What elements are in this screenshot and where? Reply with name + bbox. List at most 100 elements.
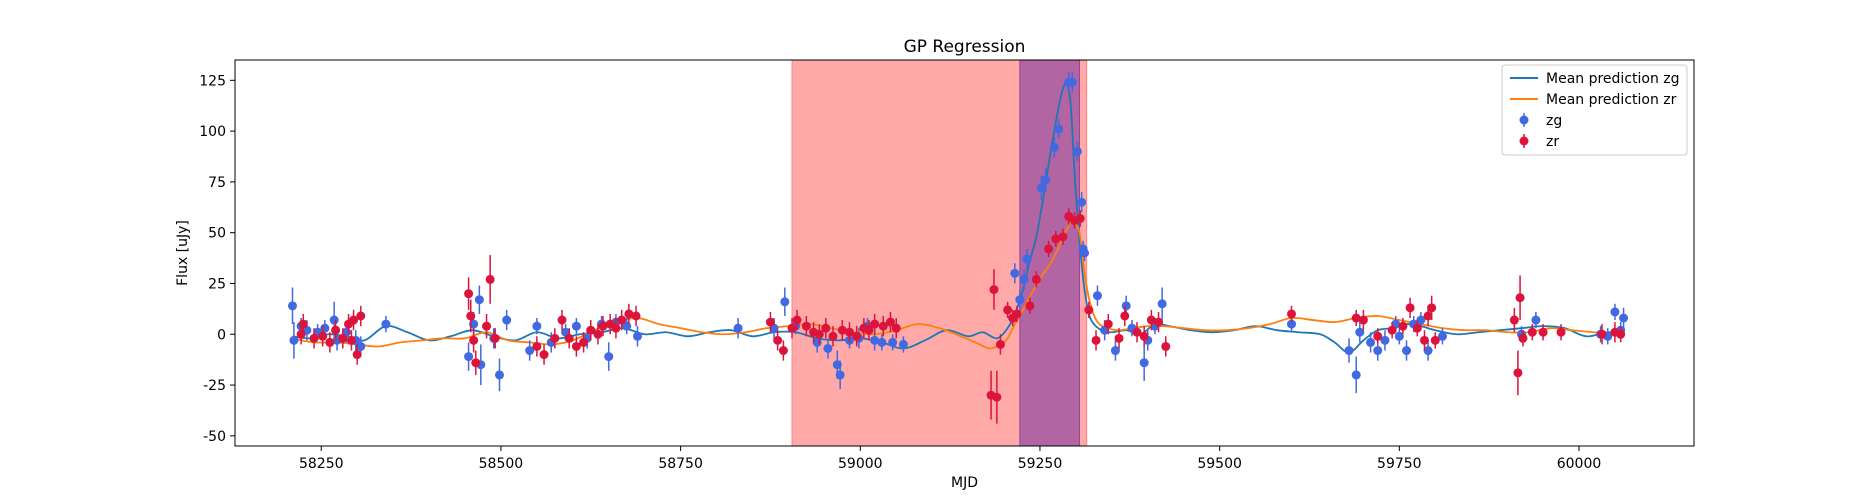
point-zr: [1513, 368, 1523, 378]
point-zr: [1084, 305, 1094, 315]
point-zr: [490, 333, 500, 343]
point-zr: [765, 317, 775, 327]
x-axis-ticks: 58250 58500 58750 59000 59250 59500 59750 60000: [299, 446, 1601, 472]
point-zr: [801, 321, 811, 331]
point-zg: [474, 295, 484, 305]
point-zr: [1373, 331, 1383, 341]
x-tick-label: 58750: [658, 456, 703, 472]
point-zg: [870, 335, 880, 345]
point-zg: [289, 335, 299, 345]
point-zr: [870, 319, 880, 329]
point-zr: [309, 333, 319, 343]
point-zg: [1019, 274, 1029, 284]
point-zr: [1154, 317, 1164, 327]
point-zr: [1146, 315, 1156, 325]
legend-swatch-marker: [1519, 115, 1529, 125]
x-axis-label: MJD: [951, 475, 978, 491]
point-zg: [1619, 313, 1629, 323]
point-zg: [877, 337, 887, 347]
point-zr: [1597, 329, 1607, 339]
point-zr: [1430, 335, 1440, 345]
point-zr: [787, 323, 797, 333]
point-zg: [1287, 319, 1297, 329]
point-zr: [821, 323, 831, 333]
y-tick-label: -25: [203, 378, 226, 394]
point-zg: [1394, 331, 1404, 341]
point-zr: [1527, 327, 1537, 337]
point-zr: [579, 337, 589, 347]
point-zr: [482, 321, 492, 331]
point-zg: [1380, 335, 1390, 345]
x-tick-label: 59750: [1377, 456, 1422, 472]
y-axis-label: Flux [uJy]: [175, 220, 191, 286]
legend-label: zr: [1546, 134, 1559, 150]
point-zg: [1351, 370, 1361, 380]
point-zg: [888, 337, 898, 347]
shaded-regions: [791, 59, 1088, 447]
point-zr: [1120, 311, 1130, 321]
y-tick-label: 50: [208, 226, 226, 242]
line-mean-prediction-zr: [292, 221, 1616, 350]
point-zr: [1515, 293, 1525, 303]
point-zr: [331, 325, 341, 335]
point-zg: [1344, 346, 1354, 356]
point-zr: [1025, 301, 1035, 311]
point-zg: [1610, 307, 1620, 317]
point-zg: [1355, 327, 1365, 337]
point-zg: [1054, 124, 1064, 134]
point-zr: [631, 311, 641, 321]
point-zr: [318, 331, 328, 341]
point-zr: [778, 346, 788, 356]
point-zg: [1366, 337, 1376, 347]
point-zg: [898, 339, 908, 349]
y-tick-label: 0: [217, 327, 226, 343]
point-zr: [885, 317, 895, 327]
point-zr: [1075, 213, 1085, 223]
point-zg: [1110, 346, 1120, 356]
legend-label: Mean prediction zr: [1546, 92, 1677, 108]
point-zr: [1003, 305, 1013, 315]
point-zr: [1287, 309, 1297, 319]
point-zg: [1437, 331, 1447, 341]
legend-label: Mean prediction zg: [1546, 71, 1680, 87]
point-zg: [1072, 146, 1082, 156]
series-zg: [287, 72, 1629, 394]
point-zr: [828, 331, 838, 341]
point-zg: [1049, 142, 1059, 152]
y-axis-ticks: -50 -25 0 25 50 75 100 125: [199, 73, 235, 445]
point-zr: [464, 289, 474, 299]
point-zr: [338, 333, 348, 343]
point-zg: [329, 315, 339, 325]
point-zg: [356, 341, 366, 351]
point-zr: [1556, 327, 1566, 337]
point-zr: [1358, 315, 1368, 325]
point-zg: [733, 323, 743, 333]
point-zg: [1067, 77, 1077, 87]
point-zr: [1518, 333, 1528, 343]
point-zg: [381, 319, 391, 329]
point-zg: [835, 370, 845, 380]
series-zr: [296, 208, 1626, 424]
point-zr: [471, 358, 481, 368]
point-zg: [604, 352, 614, 362]
y-tick-label: 75: [208, 175, 226, 191]
point-zg: [1402, 346, 1412, 356]
point-zr: [586, 325, 596, 335]
point-zr: [564, 333, 574, 343]
point-zr: [1114, 333, 1124, 343]
y-tick-label: -50: [203, 429, 226, 445]
legend: Mean prediction zg Mean prediction zr zg zr: [1501, 64, 1688, 156]
point-zr: [792, 315, 802, 325]
point-zr: [296, 329, 306, 339]
point-zr: [611, 323, 621, 333]
point-zr: [1419, 335, 1429, 345]
point-zg: [1022, 254, 1032, 264]
point-zr: [1044, 244, 1054, 254]
point-zr: [878, 321, 888, 331]
point-zg: [1416, 315, 1426, 325]
point-zr: [1423, 311, 1433, 321]
point-zr: [864, 325, 874, 335]
point-zr: [469, 335, 479, 345]
point-zg: [464, 352, 474, 362]
